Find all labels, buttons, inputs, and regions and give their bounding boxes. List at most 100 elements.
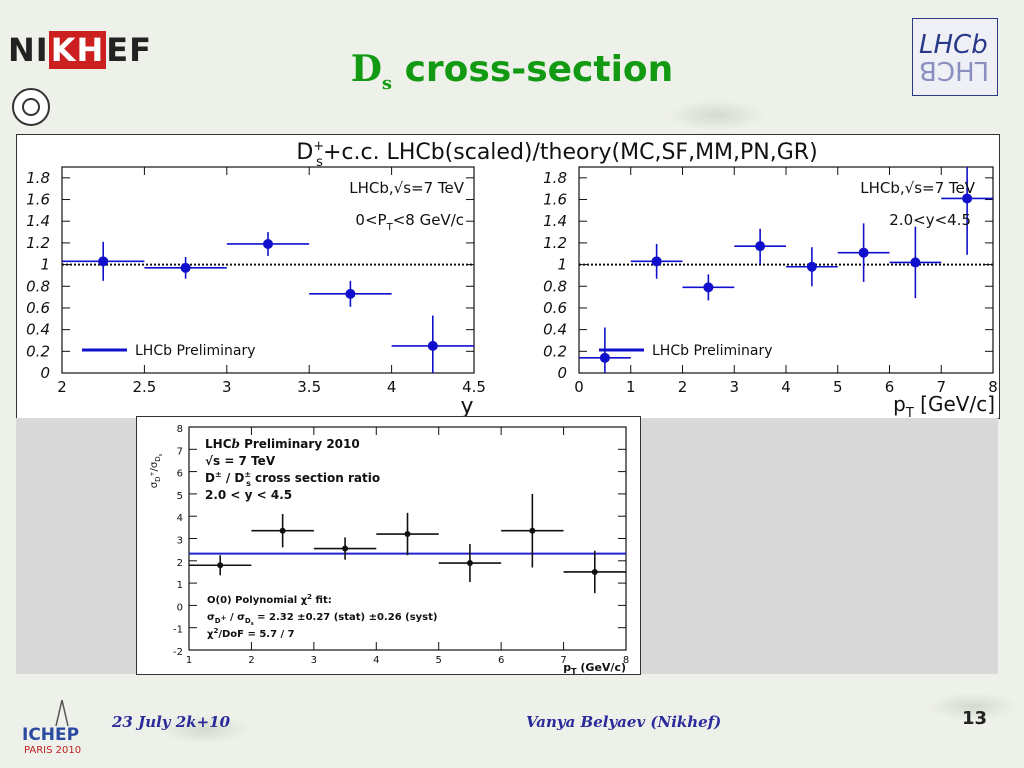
- x-axis-label-sub: T: [905, 406, 914, 418]
- y-axis-subsub-2: s: [158, 453, 164, 456]
- x-tick-label: 4.5: [462, 378, 486, 396]
- annotation-ratio-text: cross section ratio: [251, 471, 380, 485]
- x-tick-label: 8: [623, 655, 629, 666]
- data-point: [98, 256, 109, 267]
- x-tick-label: 7: [936, 378, 946, 396]
- annotation-d-sup: ±: [215, 470, 222, 479]
- x-tick-label: 3: [729, 378, 739, 396]
- data-point: [180, 262, 191, 273]
- legend-label: LHCb Preliminary: [652, 343, 773, 359]
- fit-sigma-2-sub: D: [245, 617, 251, 625]
- x-axis-label-main: p: [893, 392, 906, 416]
- fit-sigma-1-sub: D: [215, 617, 221, 625]
- data-point: [466, 560, 473, 567]
- x-tick-label: 8: [988, 378, 998, 396]
- x-tick-label: 3: [311, 655, 317, 666]
- ichep-logo-text: ICHEP: [22, 725, 79, 745]
- page-number: 13: [962, 708, 988, 729]
- x-tick-label: 7: [560, 655, 566, 666]
- nikhef-logo-part-3: EF: [106, 31, 152, 69]
- fit-text-line: O(0) Polynomial χ2 fit:: [207, 593, 332, 606]
- y-tick-label: 1.2: [26, 234, 50, 252]
- ichep-logo: ICHEP PARIS 2010: [20, 698, 92, 756]
- top-title-sub: s: [316, 155, 323, 170]
- y-tick-label: 0: [40, 364, 50, 382]
- x-axis-label: pT (GeV/c): [563, 661, 626, 674]
- fit-text-post: fit:: [312, 595, 332, 606]
- annotation-pt-pre: 0<P: [355, 211, 386, 229]
- fit-sigma-1: σ: [207, 612, 215, 623]
- data-point: [910, 257, 921, 268]
- x-tick-label: 3.5: [297, 378, 321, 396]
- data-point: [529, 527, 536, 534]
- data-point: [858, 247, 869, 258]
- top-title-sup: +: [313, 139, 324, 154]
- y-tick-label: 0.4: [543, 321, 567, 339]
- y-tick-label: 0: [177, 602, 183, 613]
- lhcb-logo-graphic: LHCb ꓭƆHꓶ: [919, 30, 989, 88]
- plot-vs-pt: 0 1 2 3 4 5 6 7 8 0 0.2 0.4 0.6 0.8 1 1.2 1.4 1.6 1.8 LHCb,…: [543, 166, 998, 421]
- y-axis-sub-1: D: [154, 477, 162, 482]
- fit-text-line: σD+ / σDs = 2.32 ±0.27 (stat) ±0.26 (sys…: [207, 612, 437, 627]
- ichep-tower-icon: [55, 699, 63, 727]
- fit-text-pre: O(0) Polynomial χ: [207, 595, 308, 606]
- y-tick-label: 1.8: [543, 169, 567, 187]
- annotation-b: b: [232, 437, 240, 451]
- data-point: [703, 282, 714, 293]
- y-tick-label: 5: [177, 491, 183, 502]
- data-point: [279, 527, 286, 534]
- y-tick-label: -1: [173, 625, 183, 636]
- fit-chi-post: /DoF = 5.7 / 7: [218, 629, 294, 640]
- fit-text-line: χ2/DoF = 5.7 / 7: [207, 627, 295, 640]
- data-point: [263, 238, 273, 249]
- fit-slash-sigma: / σ: [226, 612, 245, 623]
- lhcb-logo-bottom: ꓭƆHꓶ: [919, 58, 989, 88]
- x-tick-label: 6: [498, 655, 504, 666]
- x-axis-label-main: p: [563, 661, 571, 674]
- y-tick-label: 1.4: [26, 212, 50, 230]
- title-main: D: [350, 48, 382, 90]
- y-axis-sub-2: D: [154, 456, 162, 461]
- x-axis-label: pT [GeV/c]: [893, 392, 995, 418]
- annotation-energy: LHCb,√s=7 TeV: [349, 179, 464, 197]
- y-axis-slash: /: [149, 467, 160, 471]
- top-title-rest: +c.c. LHCb(scaled)/theory(MC,SF,MM,PN,GR…: [323, 140, 818, 165]
- data-point: [755, 241, 766, 252]
- y-tick-label: 1: [40, 256, 50, 274]
- data-point: [427, 340, 438, 351]
- y-tick-label: 0: [557, 364, 567, 382]
- data-point: [962, 193, 973, 204]
- top-panel-title: D+ s+c.c. LHCb(scaled)/theory(MC,SF,MM,PN…: [296, 139, 817, 170]
- x-tick-label: 4: [373, 655, 379, 666]
- ichep-logo-graphic: ICHEP PARIS 2010: [22, 699, 81, 756]
- plot-frame: [578, 166, 994, 374]
- annotation-pt-post: <8 GeV/c: [393, 211, 464, 229]
- data-point: [342, 545, 349, 552]
- y-tick-label: 0.4: [26, 321, 50, 339]
- x-tick-label: 3: [222, 378, 232, 396]
- x-tick-label: 2: [57, 378, 67, 396]
- data-point: [404, 531, 411, 538]
- data-point: [806, 261, 817, 272]
- data-point: [599, 352, 610, 363]
- annotation-pt-range: 0<PT<8 GeV/c: [355, 211, 464, 233]
- university-seal-icon: [12, 88, 50, 126]
- y-tick-label: 1.6: [543, 191, 567, 209]
- x-tick-label: 4: [387, 378, 397, 396]
- y-axis-label: σD+/σDs: [149, 453, 164, 488]
- annotation-energy: LHCb,√s=7 TeV: [860, 179, 975, 197]
- y-tick-label: 1: [177, 580, 183, 591]
- y-tick-label: 0.6: [26, 299, 50, 317]
- top-title-main: D: [296, 140, 313, 165]
- y-tick-label: 1.2: [543, 234, 567, 252]
- x-tick-label: 2.5: [132, 378, 156, 396]
- lhcb-logo: LHCb ꓭƆHꓶ: [912, 18, 998, 96]
- x-axis-label-sub: T: [571, 667, 577, 674]
- plot-frame: [61, 166, 475, 374]
- x-axis-label: y: [460, 394, 473, 418]
- nikhef-logo: NIKHEF: [8, 30, 153, 70]
- y-axis-sup-1: +: [149, 471, 156, 476]
- x-axis-label-rest: [GeV/c]: [914, 392, 995, 416]
- fit-chi-pre: χ: [207, 629, 214, 640]
- fit-sigma-2-subsub: s: [251, 621, 254, 627]
